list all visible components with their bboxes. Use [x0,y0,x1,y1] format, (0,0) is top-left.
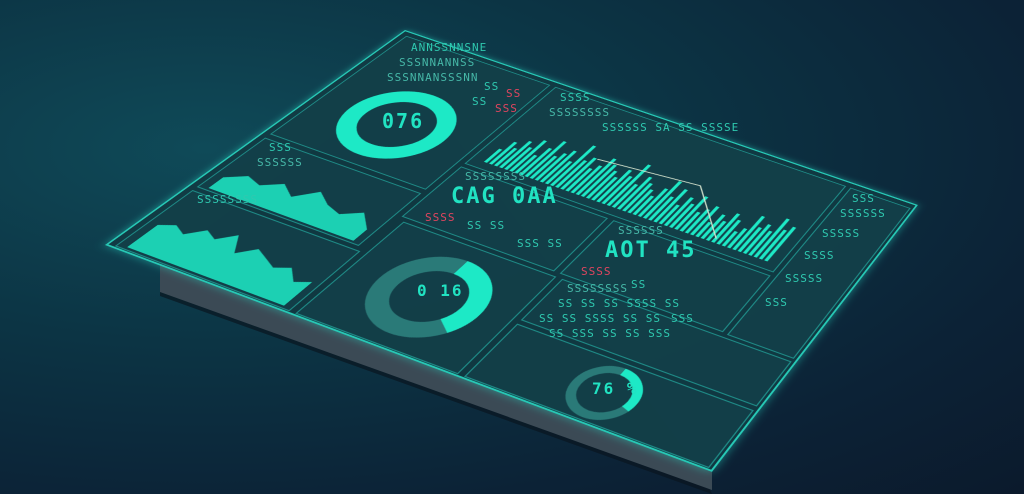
list-item: SSSSS [785,272,823,285]
summary-title: ANNSSNNSNE [411,41,487,54]
stat-left-sub: SSS SS [517,237,563,250]
row-value: SS [484,80,499,93]
row-badge: SSS [495,102,518,115]
bar-chart-caption: SSSSSSSS [549,106,610,119]
donut-bottom-label: 76 % [592,380,639,398]
stat-right-sub: SSSS [581,265,612,278]
big-area-title: SSSSSSSS [197,193,258,206]
donut-mid-label: 0 16 [417,282,464,300]
table-row: SS SS SS SSSS SS [558,297,680,310]
row-name: SSSNNANNSS [399,56,475,69]
stat-right-title: SSSSSS [618,224,664,237]
stat-left-sub: SSSS [425,211,456,224]
table-title: SSSSSSSS [567,282,628,295]
bar-chart-title: SSSS [560,91,591,104]
small-area-title: SSS [269,141,292,154]
list-item: SSSSSS [840,207,886,220]
right-list-title: SSS [852,192,875,205]
donut-top-label: 076 [382,110,424,132]
list-item: SSS [765,296,788,309]
stat-left-sub: SS SS [467,219,505,232]
stat-right-sub: SS [631,278,646,291]
small-area-caption: SSSSSS [257,156,303,169]
dashboard-labels: ANNSSNNSNE SSSNNANNSS SS SS SSSNNANSSSNN… [0,0,1024,494]
stat-left-title: SSSSSSSS [465,170,526,183]
list-item: SSSSS [822,227,860,240]
stat-right-sub: SSS [671,312,694,325]
stat-left-value: CAG 0AA [451,185,558,209]
row-name: SSSNNANSSSNN [387,71,478,84]
stat-right-value: AOT 45 [605,239,696,263]
table-row: SS SSS SS SS SSS [549,327,671,340]
table-row: SS SS SSSS SS SS [539,312,661,325]
row-badge: SS [506,87,521,100]
bar-chart-subtitle: SSSSSS SA SS SSSSE [602,121,739,134]
row-value: SS [472,95,487,108]
list-item: SSSS [804,249,835,262]
